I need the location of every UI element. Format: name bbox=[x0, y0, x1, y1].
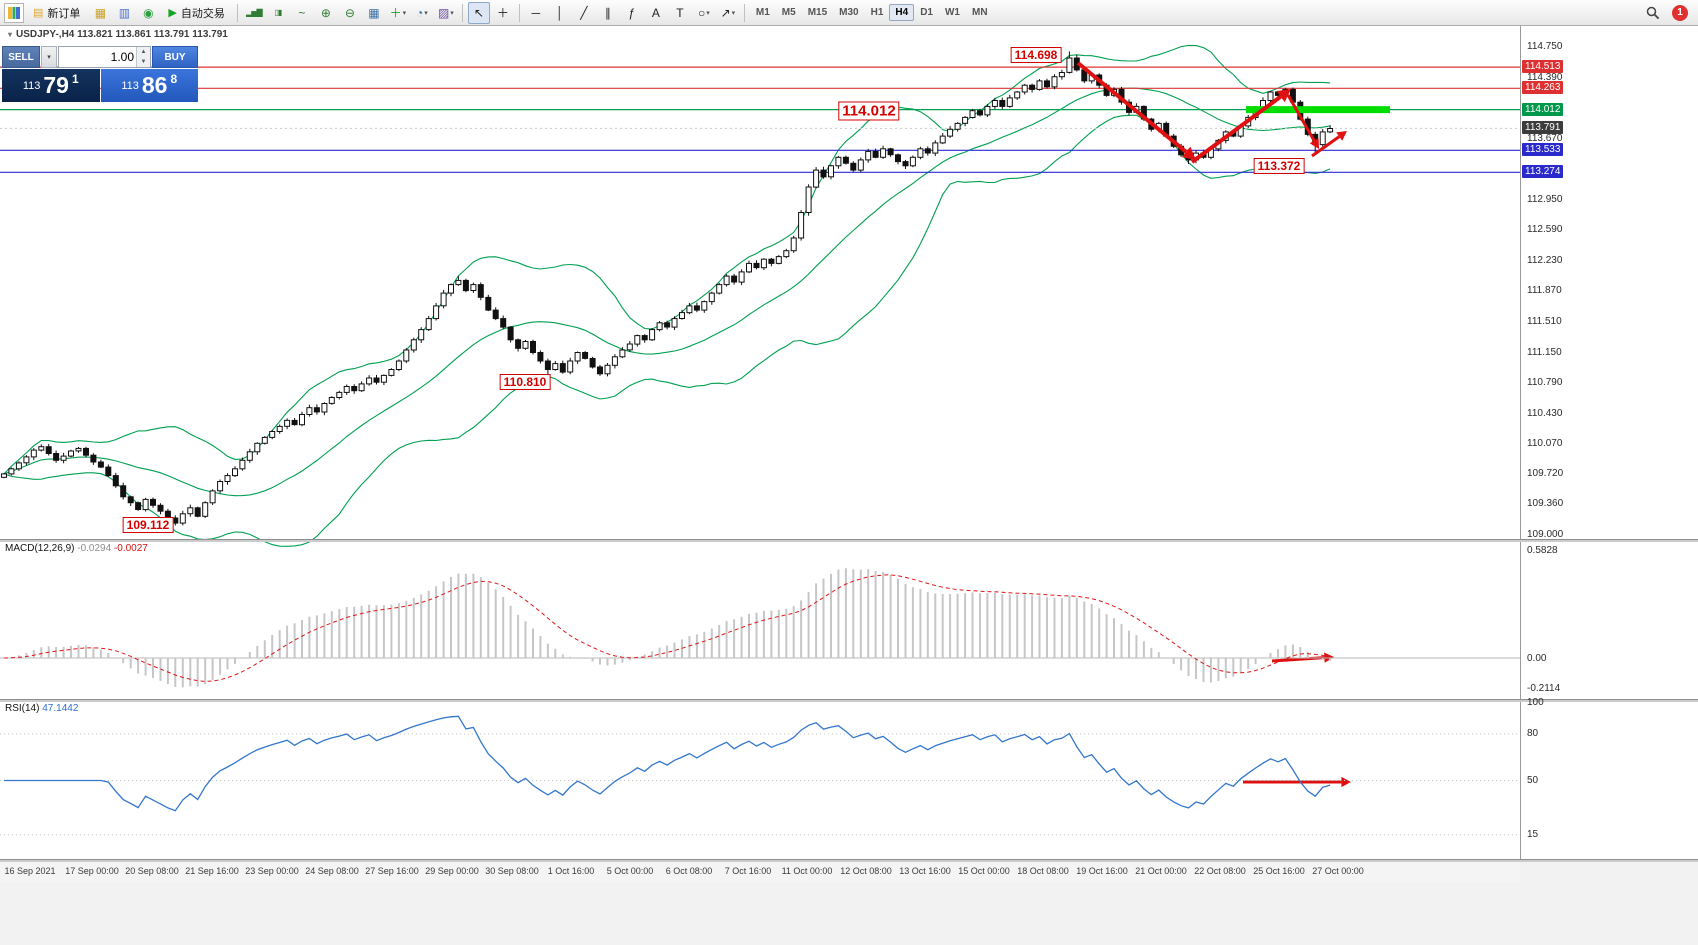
toolbar-separator bbox=[518, 3, 520, 22]
buy-button[interactable]: BUY bbox=[152, 46, 198, 68]
candlesticks[interactable] bbox=[1, 51, 1334, 526]
periods-icon[interactable]: ◔ ▾ bbox=[415, 5, 428, 20]
buy-price-pip: 8 bbox=[170, 72, 178, 86]
sell-price-big: 79 bbox=[43, 72, 69, 98]
auto-trading-button[interactable]: ▶ 自动交易 bbox=[161, 2, 231, 24]
crosshair-icon[interactable]: ＋ bbox=[496, 6, 509, 20]
lot-size-input[interactable] bbox=[59, 47, 136, 67]
symbol-ohlc-readout: ▾ USDJPY-,H4 113.821 113.861 113.791 113… bbox=[8, 29, 228, 40]
ohlc-bars-icon[interactable]: ▂▅▇ bbox=[246, 8, 262, 17]
timeframe-m1[interactable]: M1 bbox=[755, 7, 770, 18]
lot-up-icon[interactable]: ▲ bbox=[137, 47, 150, 57]
vline-tool-icon[interactable]: │ bbox=[556, 5, 564, 20]
price-annotation[interactable]: 113.372 bbox=[1253, 158, 1305, 174]
macd-pane-separator[interactable] bbox=[0, 539, 1698, 542]
new-order-button[interactable]: ▤ 新订单 bbox=[26, 2, 87, 24]
toolbar-separator bbox=[236, 3, 238, 22]
rsi-value: 47.1442 bbox=[42, 703, 79, 714]
macd-main-value: -0.0294 bbox=[77, 543, 112, 554]
toolbar-separator bbox=[743, 3, 745, 22]
new-order-button-label: 新订单 bbox=[47, 7, 81, 20]
line-chart-icon[interactable]: ~ bbox=[298, 5, 306, 20]
price-axis-separator bbox=[1520, 26, 1521, 860]
buy-price-handle: 113 bbox=[121, 79, 139, 92]
timeframe-d1[interactable]: D1 bbox=[920, 7, 933, 18]
search-icon[interactable] bbox=[1642, 2, 1664, 24]
rsi-pane-separator[interactable] bbox=[0, 699, 1698, 702]
timeframe-m5[interactable]: M5 bbox=[781, 7, 796, 18]
sell-price-pip: 1 bbox=[71, 72, 79, 86]
symbol-ohlc-text: USDJPY-,H4 113.821 113.861 113.791 113.7… bbox=[16, 29, 228, 40]
timeframe-h1[interactable]: H1 bbox=[870, 7, 884, 18]
zoom-in-icon[interactable]: ⊕ bbox=[320, 5, 331, 20]
tile-windows-icon[interactable]: ▦ bbox=[368, 5, 380, 20]
bollinger-bands[interactable] bbox=[3, 44, 1331, 547]
price-axis[interactable] bbox=[1520, 26, 1580, 860]
timeframe-mn[interactable]: MN bbox=[971, 7, 988, 18]
lot-size-field: ▲▼ bbox=[58, 46, 151, 68]
hline-tool-icon[interactable]: ─ bbox=[531, 5, 541, 20]
toolbar-separator bbox=[461, 3, 463, 22]
notification-badge[interactable]: 1 bbox=[1672, 4, 1688, 21]
zoom-out-icon[interactable]: ⊖ bbox=[344, 5, 355, 20]
price-annotation[interactable]: 114.698 bbox=[1010, 47, 1062, 63]
timeframe-h4[interactable]: H4 bbox=[889, 4, 915, 21]
auto-trading-icon: ▶ bbox=[168, 7, 177, 19]
fibonacci-tool-icon[interactable]: ƒ bbox=[628, 5, 636, 20]
chart-menu-icon[interactable]: ▾ bbox=[8, 30, 13, 39]
sell-button[interactable]: SELL bbox=[2, 46, 40, 68]
trendline-tool-icon[interactable]: ╱ bbox=[580, 5, 588, 20]
auto-trading-button-label: 自动交易 bbox=[180, 7, 225, 20]
cursor-icon[interactable]: ↖ bbox=[467, 1, 490, 24]
macd-pane[interactable] bbox=[0, 568, 1520, 688]
charts-folder-icon[interactable]: ▦ bbox=[94, 5, 107, 20]
price-annotation[interactable]: 114.012 bbox=[838, 101, 900, 121]
horizontal-level-lines[interactable] bbox=[0, 66, 1520, 173]
label-tool-icon[interactable]: T bbox=[676, 5, 684, 20]
channel-tool-icon[interactable]: ∥ bbox=[604, 5, 611, 20]
text-tool-icon[interactable]: A bbox=[651, 5, 660, 20]
rsi-name: RSI(14) bbox=[5, 703, 40, 714]
shapes-tool-icon[interactable]: ○ ▾ bbox=[697, 5, 710, 20]
buy-price-button[interactable]: 113 86 8 bbox=[100, 69, 198, 102]
trend-arrows[interactable] bbox=[1076, 61, 1351, 788]
rsi-pane[interactable] bbox=[0, 715, 1520, 836]
timeframe-m30[interactable]: M30 bbox=[839, 7, 859, 18]
macd-name: MACD(12,26,9) bbox=[5, 543, 75, 554]
market-depth-icon[interactable]: ▥ bbox=[118, 5, 131, 20]
lot-dropdown-button[interactable]: ▾ bbox=[41, 46, 57, 68]
timeframe-group: M1 M5 M15 M30 H1 H4 D1 W1 MN bbox=[750, 4, 994, 21]
rsi-indicator-label: RSI(14) 47.1442 bbox=[5, 703, 78, 714]
lot-down-icon[interactable]: ▼ bbox=[137, 57, 150, 67]
app-logo-icon bbox=[4, 2, 24, 23]
macd-indicator-label: MACD(12,26,9) -0.0294 -0.0027 bbox=[5, 543, 148, 554]
price-annotation[interactable]: 109.112 bbox=[122, 517, 174, 533]
candlestick-icon[interactable]: ▯▮ bbox=[274, 8, 282, 17]
time-axis-separator bbox=[0, 859, 1698, 862]
sell-price-button[interactable]: 113 79 1 bbox=[2, 69, 100, 102]
arrows-tool-icon[interactable]: ↗ ▾ bbox=[720, 5, 736, 20]
price-annotation[interactable]: 110.810 bbox=[499, 374, 551, 390]
sell-price-handle: 113 bbox=[22, 79, 41, 92]
macd-signal-value: -0.0027 bbox=[113, 543, 148, 554]
new-order-icon: ▤ bbox=[33, 7, 44, 19]
lot-stepper[interactable]: ▲ ▼ bbox=[136, 47, 150, 67]
timeframe-w1[interactable]: W1 bbox=[944, 7, 960, 18]
main-toolbar: ▤ 新订单 ▦ ▥ ◉ ▶ 自动交易 ▂▅▇ ▯▮ ~ ⊕ ⊖ ▦ ＋ ▾ ◔ ▾ ▨ ▾ ↖ ＋ ─ │ ╱ ∥ ƒ A T ○ ▾ ↗ ▾… bbox=[0, 0, 1698, 26]
community-icon[interactable]: ◉ bbox=[143, 5, 154, 20]
indicators-icon[interactable]: ＋ ▾ bbox=[389, 6, 407, 20]
templates-icon[interactable]: ▨ ▾ bbox=[437, 5, 454, 20]
time-axis[interactable] bbox=[0, 860, 1520, 882]
buy-price-big: 86 bbox=[141, 72, 168, 98]
timeframe-m15[interactable]: M15 bbox=[807, 7, 828, 18]
